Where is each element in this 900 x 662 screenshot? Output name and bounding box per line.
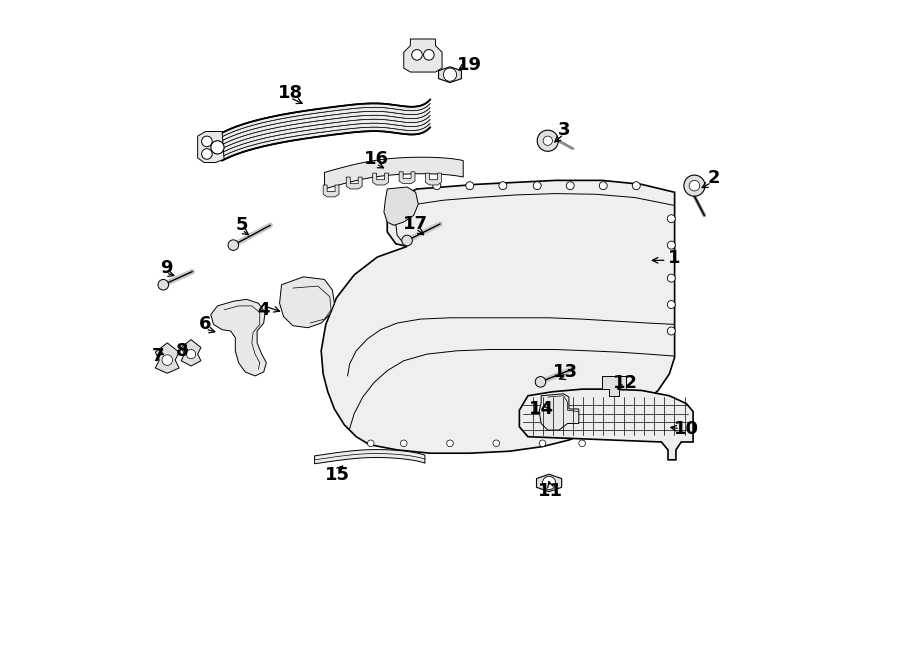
Polygon shape (399, 172, 415, 183)
Circle shape (599, 181, 608, 189)
Circle shape (162, 355, 173, 365)
Polygon shape (346, 177, 362, 189)
Circle shape (444, 68, 456, 81)
Polygon shape (519, 389, 693, 460)
Circle shape (684, 175, 705, 196)
Text: 2: 2 (708, 169, 721, 187)
Circle shape (667, 241, 675, 249)
Polygon shape (404, 39, 442, 72)
Circle shape (466, 181, 473, 189)
Circle shape (411, 50, 422, 60)
Circle shape (401, 235, 412, 246)
Circle shape (633, 181, 640, 189)
Text: 11: 11 (538, 482, 562, 500)
Text: 8: 8 (176, 342, 189, 360)
Circle shape (667, 214, 675, 222)
Polygon shape (280, 277, 335, 328)
Circle shape (499, 181, 507, 189)
Circle shape (446, 440, 454, 447)
Circle shape (424, 50, 434, 60)
Circle shape (543, 136, 553, 146)
Circle shape (533, 181, 541, 189)
Polygon shape (198, 132, 224, 163)
Circle shape (400, 440, 407, 447)
Polygon shape (384, 187, 419, 225)
Polygon shape (426, 173, 441, 185)
Circle shape (539, 440, 545, 447)
Text: 1: 1 (669, 250, 681, 267)
Text: 4: 4 (257, 301, 270, 319)
Circle shape (566, 181, 574, 189)
Circle shape (202, 136, 212, 147)
Text: 6: 6 (199, 315, 212, 334)
Circle shape (493, 440, 500, 447)
Polygon shape (323, 185, 339, 197)
Circle shape (186, 350, 195, 359)
Text: 7: 7 (152, 347, 165, 365)
Circle shape (536, 377, 545, 387)
Text: 17: 17 (403, 215, 428, 233)
Polygon shape (539, 394, 579, 430)
Polygon shape (211, 299, 266, 376)
Polygon shape (438, 67, 462, 83)
Text: 10: 10 (674, 420, 699, 438)
Text: 12: 12 (613, 373, 637, 391)
Polygon shape (181, 340, 201, 366)
Polygon shape (222, 100, 430, 161)
Text: 19: 19 (457, 56, 482, 74)
Circle shape (211, 141, 224, 154)
Circle shape (158, 279, 168, 290)
Circle shape (667, 327, 675, 335)
Circle shape (579, 440, 585, 447)
Text: 3: 3 (557, 120, 570, 138)
Circle shape (202, 149, 212, 160)
Circle shape (689, 180, 699, 191)
Text: 5: 5 (236, 216, 248, 234)
Polygon shape (325, 157, 464, 189)
Polygon shape (373, 173, 389, 185)
Polygon shape (315, 449, 425, 464)
Circle shape (667, 274, 675, 282)
Polygon shape (536, 474, 562, 492)
Circle shape (228, 240, 238, 250)
Text: 15: 15 (325, 466, 350, 484)
Text: 14: 14 (528, 400, 554, 418)
Text: 9: 9 (159, 260, 172, 277)
Polygon shape (321, 180, 675, 453)
Text: 13: 13 (554, 363, 578, 381)
Circle shape (367, 440, 374, 447)
Text: 18: 18 (277, 84, 302, 102)
Circle shape (667, 301, 675, 308)
Polygon shape (156, 343, 179, 373)
Text: 16: 16 (364, 150, 389, 168)
Polygon shape (602, 376, 626, 396)
Circle shape (537, 130, 558, 152)
Circle shape (433, 181, 441, 189)
Circle shape (543, 477, 555, 489)
